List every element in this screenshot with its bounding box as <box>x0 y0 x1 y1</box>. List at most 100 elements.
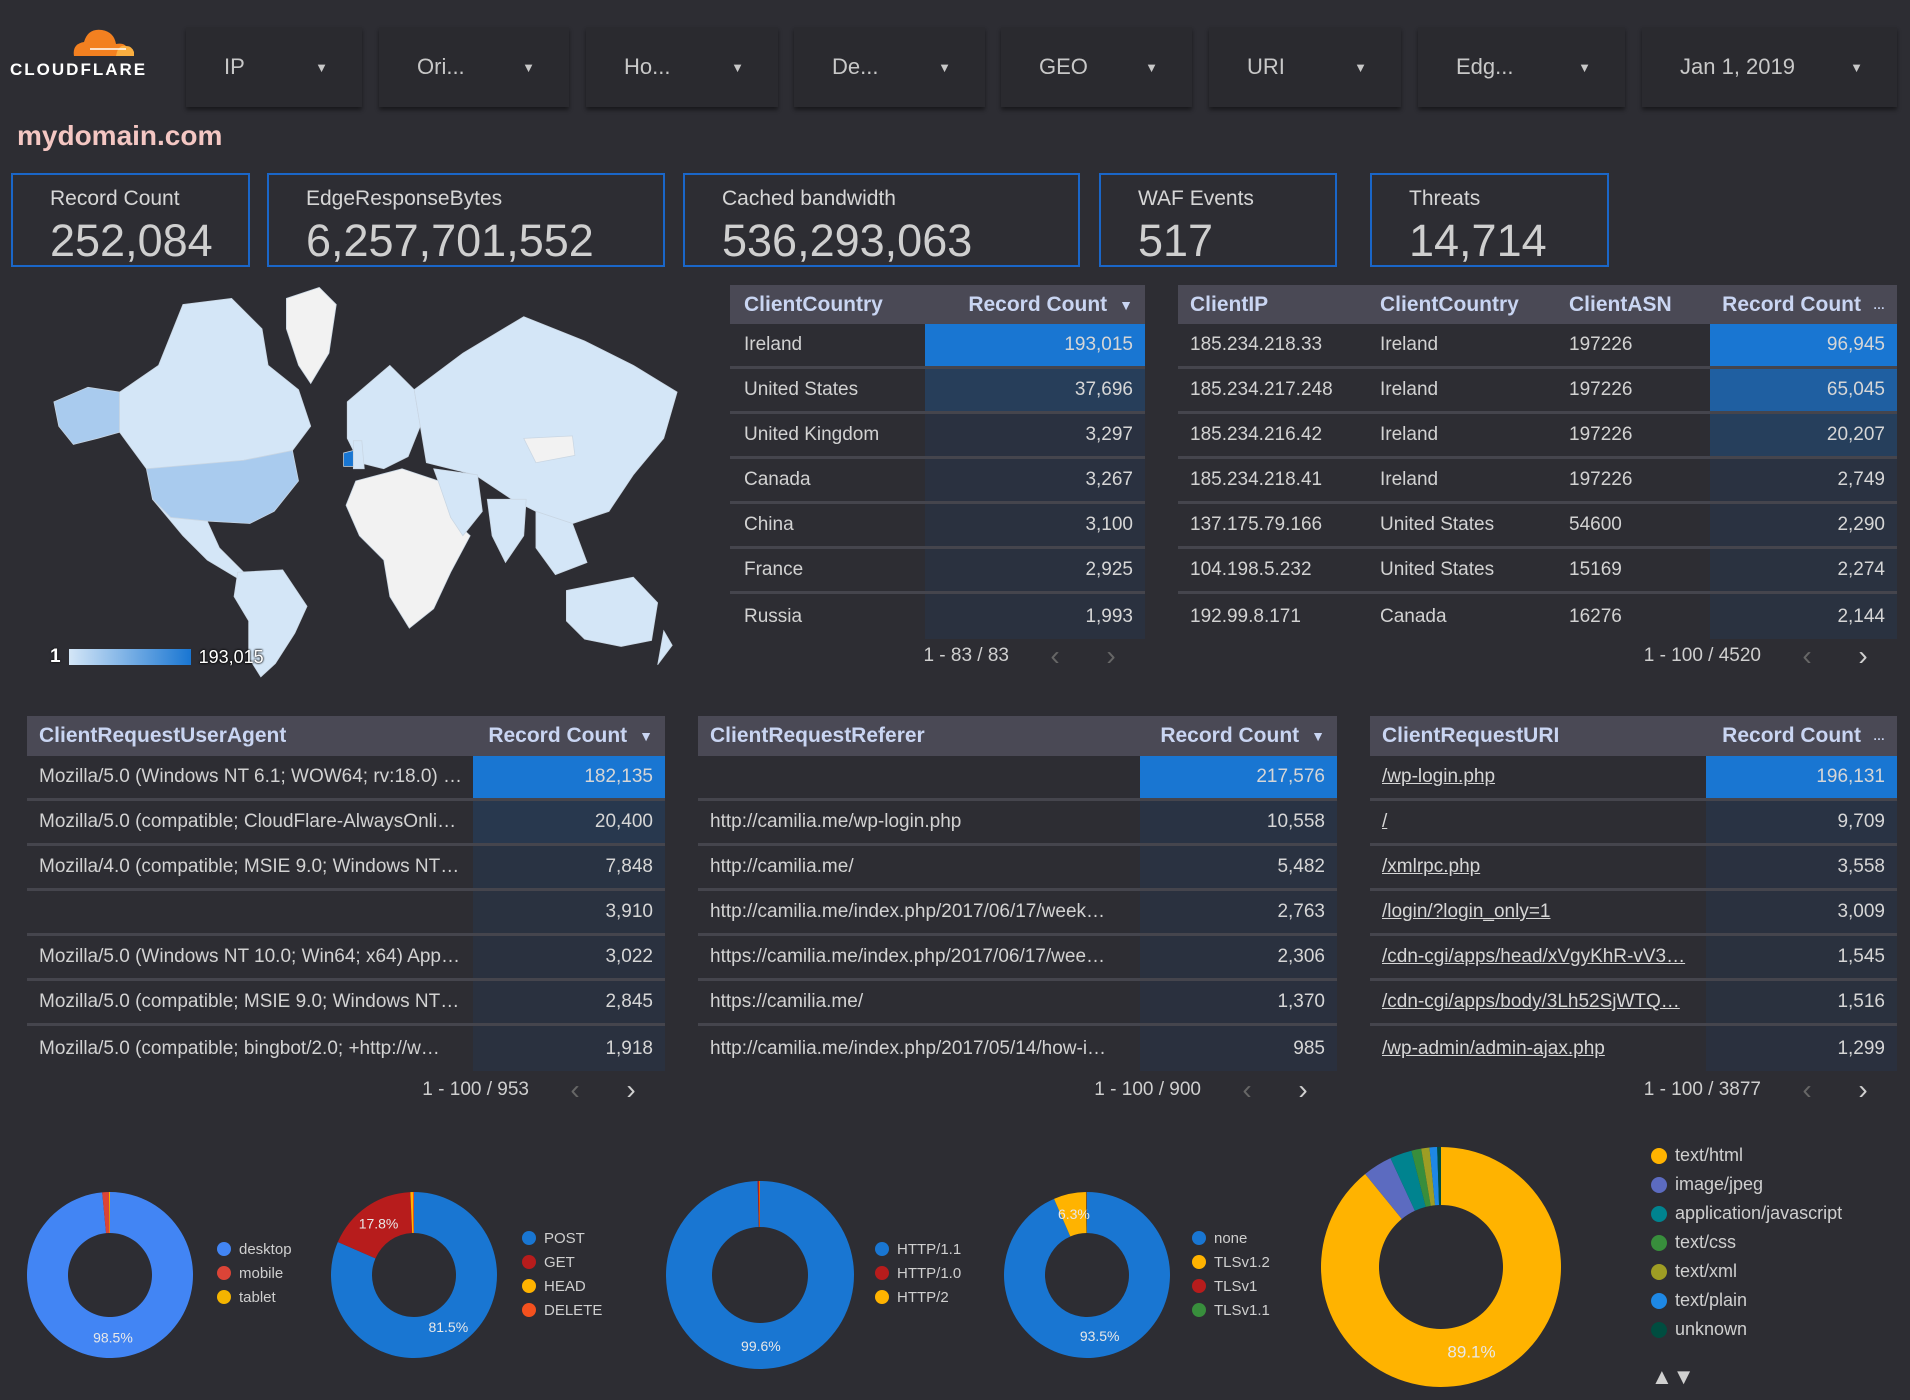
donut-slice[interactable] <box>1321 1146 1562 1387</box>
table-row[interactable]: United Kingdom 3,297 <box>730 414 1145 459</box>
legend-item[interactable]: TLSv1 <box>1192 1278 1257 1295</box>
legend-item[interactable]: DELETE <box>522 1302 602 1319</box>
table-row[interactable]: /xmlrpc.php 3,558 <box>1370 846 1897 891</box>
filter-dropdown-6[interactable]: Edg... ▼ <box>1418 27 1625 107</box>
donut-slice[interactable] <box>665 1181 854 1369</box>
donut-slice[interactable] <box>1390 1150 1426 1211</box>
donut-slice[interactable] <box>1429 1147 1440 1206</box>
legend-page-arrows[interactable]: ▲▼ <box>1651 1364 1695 1389</box>
legend-item[interactable]: desktop <box>217 1241 292 1258</box>
legend-item[interactable]: HEAD <box>522 1278 586 1295</box>
table-row[interactable]: 185.234.216.42 Ireland 197226 20,207 <box>1178 414 1897 459</box>
table-row[interactable]: 137.175.79.166 United States 54600 2,290 <box>1178 504 1897 549</box>
table-row[interactable]: Ireland 193,015 <box>730 324 1145 369</box>
sort-icon[interactable]: ▼ <box>1311 728 1325 744</box>
legend-item[interactable]: text/plain <box>1651 1290 1747 1311</box>
next-page-button[interactable]: › <box>1298 1074 1308 1105</box>
table-row[interactable]: Mozilla/5.0 (Windows NT 6.1; WOW64; rv:1… <box>27 756 665 801</box>
donut-slice[interactable] <box>337 1192 413 1259</box>
uri-link[interactable]: /xmlrpc.php <box>1382 856 1481 877</box>
legend-item[interactable]: HTTP/1.1 <box>875 1241 961 1258</box>
column-header[interactable]: Record Count… <box>1478 285 1885 324</box>
column-header[interactable]: ClientASN <box>1569 285 1672 324</box>
sort-icon[interactable]: ▼ <box>1119 296 1133 313</box>
next-page-button[interactable]: › <box>1858 640 1868 671</box>
filter-dropdown-3[interactable]: De... ▼ <box>794 27 985 107</box>
legend-item[interactable]: TLSv1.1 <box>1192 1302 1270 1319</box>
filter-dropdown-4[interactable]: GEO ▼ <box>1001 27 1192 107</box>
legend-item[interactable]: none <box>1192 1230 1247 1247</box>
table-row[interactable]: /wp-admin/admin-ajax.php 1,299 <box>1370 1026 1897 1071</box>
table-row[interactable]: http://camilia.me/wp-login.php 10,558 <box>698 801 1337 846</box>
table-row[interactable]: http://camilia.me/index.php/2017/06/17/w… <box>698 891 1337 936</box>
table-row[interactable]: http://camilia.me/5,482 <box>698 846 1337 891</box>
next-page-button[interactable]: › <box>626 1074 636 1105</box>
legend-item[interactable]: application/javascript <box>1651 1203 1842 1224</box>
sort-icon[interactable]: … <box>1873 297 1885 312</box>
table-row[interactable]: http://camilia.me/index.php/2017/05/14/h… <box>698 1026 1337 1071</box>
donut-slice[interactable] <box>331 1192 498 1358</box>
legend-item[interactable]: HTTP/2 <box>875 1289 949 1306</box>
column-header[interactable]: Record Count ▼ <box>918 716 1325 756</box>
uri-link[interactable]: /cdn-cgi/apps/head/xVgyKhR-vV3… <box>1382 946 1686 967</box>
legend-item[interactable]: text/xml <box>1651 1261 1737 1282</box>
filter-dropdown-5[interactable]: URI ▼ <box>1209 27 1401 107</box>
donut-slice[interactable] <box>1411 1148 1431 1207</box>
table-row[interactable]: Mozilla/5.0 (compatible; bingbot/2.0; +h… <box>27 1026 665 1071</box>
legend-item[interactable]: tablet <box>217 1289 276 1306</box>
table-row[interactable]: Mozilla/5.0 (compatible; CloudFlare-Alwa… <box>27 801 665 846</box>
legend-item[interactable]: text/html <box>1651 1145 1743 1166</box>
donut-slice[interactable] <box>108 1192 110 1234</box>
legend-item[interactable]: text/css <box>1651 1232 1736 1253</box>
uri-link[interactable]: /wp-admin/admin-ajax.php <box>1382 1037 1605 1059</box>
filter-dropdown-2[interactable]: Ho... ▼ <box>586 27 778 107</box>
donut-slice[interactable] <box>412 1192 414 1234</box>
uri-link[interactable]: /login/?login_only=1 <box>1382 901 1551 922</box>
column-header[interactable]: ClientRequestReferer <box>710 716 925 756</box>
donut-slice[interactable] <box>1365 1158 1415 1219</box>
legend-item[interactable]: POST <box>522 1230 585 1247</box>
next-page-button[interactable]: › <box>1106 640 1116 671</box>
table-row[interactable]: France 2,925 <box>730 549 1145 594</box>
previous-page-button[interactable]: ‹ <box>1050 640 1060 671</box>
donut-slice[interactable] <box>1437 1147 1441 1206</box>
table-row[interactable]: /cdn-cgi/apps/head/xVgyKhR-vV3… 1,545 <box>1370 936 1897 981</box>
uri-link[interactable]: /cdn-cgi/apps/body/3Lh52SjWTQ… <box>1382 991 1680 1012</box>
sort-icon[interactable]: ▼ <box>639 728 653 744</box>
column-header[interactable]: ClientRequestURI <box>1382 716 1559 756</box>
column-header[interactable]: ClientCountry <box>1380 285 1519 324</box>
table-row[interactable]: Mozilla/5.0 (compatible; MSIE 9.0; Windo… <box>27 981 665 1026</box>
legend-item[interactable]: GET <box>522 1254 575 1271</box>
donut-slice[interactable] <box>410 1192 414 1234</box>
donut-slice[interactable] <box>1086 1192 1087 1234</box>
previous-page-button[interactable]: ‹ <box>570 1074 580 1105</box>
filter-dropdown-1[interactable]: Ori... ▼ <box>379 27 569 107</box>
filter-dropdown-7[interactable]: Jan 1, 2019 ▼ <box>1642 27 1897 107</box>
column-header[interactable]: Record Count ▼ <box>730 285 1133 324</box>
legend-item[interactable]: HTTP/1.0 <box>875 1265 961 1282</box>
uri-link[interactable]: /wp-login.php <box>1382 766 1496 787</box>
donut-slice[interactable] <box>1054 1192 1087 1237</box>
filter-dropdown-0[interactable]: IP ▼ <box>186 27 362 107</box>
next-page-button[interactable]: › <box>1858 1074 1868 1105</box>
table-row[interactable]: Canada 3,267 <box>730 459 1145 504</box>
donut-slice[interactable] <box>102 1192 110 1234</box>
column-header[interactable]: Record Count… <box>1480 716 1885 756</box>
column-header[interactable]: ClientIP <box>1190 285 1268 324</box>
table-row[interactable]: 104.198.5.232 United States 15169 2,274 <box>1178 549 1897 594</box>
column-header[interactable]: Record Count ▼ <box>247 716 653 756</box>
legend-item[interactable]: mobile <box>217 1265 283 1282</box>
uri-link[interactable]: / <box>1382 811 1388 832</box>
previous-page-button[interactable]: ‹ <box>1802 640 1812 671</box>
table-row[interactable]: 3,910 <box>27 891 665 936</box>
table-row[interactable]: 217,576 <box>698 756 1337 801</box>
table-row[interactable]: United States 37,696 <box>730 369 1145 414</box>
donut-slice[interactable] <box>757 1181 760 1228</box>
table-row[interactable]: https://camilia.me/1,370 <box>698 981 1337 1026</box>
donut-slice[interactable] <box>1421 1147 1436 1206</box>
column-header[interactable]: ClientCountry <box>744 285 883 324</box>
table-row[interactable]: / 9,709 <box>1370 801 1897 846</box>
table-row[interactable]: China 3,100 <box>730 504 1145 549</box>
table-row[interactable]: 192.99.8.171 Canada 16276 2,144 <box>1178 594 1897 639</box>
table-row[interactable]: Mozilla/5.0 (Windows NT 10.0; Win64; x64… <box>27 936 665 981</box>
